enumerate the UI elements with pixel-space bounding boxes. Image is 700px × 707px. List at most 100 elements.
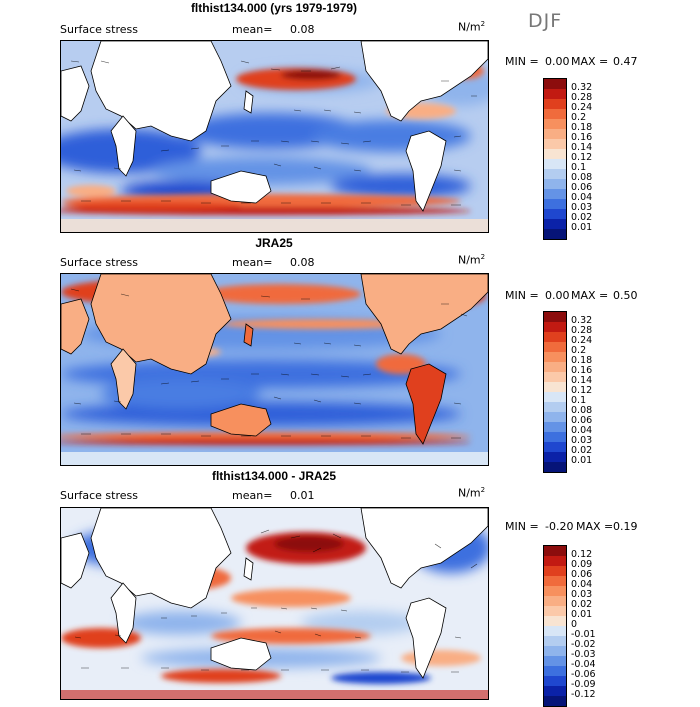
colorbar-label: 0.08 xyxy=(571,405,593,416)
panel-1-field-label: Surface stress xyxy=(60,23,138,36)
colorbar-label: 0.04 xyxy=(571,425,593,436)
colorbar-swatch xyxy=(544,362,566,372)
panel-2-title: JRA25 xyxy=(255,236,293,250)
colorbar-label: 0.02 xyxy=(571,445,593,456)
panel-2-stress-vectors xyxy=(70,288,468,439)
colorbar-label: 0.32 xyxy=(571,315,593,326)
colorbar-swatch xyxy=(544,626,566,636)
colorbar-label: 0.24 xyxy=(571,335,593,346)
colorbar-swatch xyxy=(544,99,566,109)
colorbar-label: 0.01 xyxy=(571,609,593,620)
colorbar-label: 0.09 xyxy=(571,559,593,570)
colorbar-label: 0.12 xyxy=(571,152,593,163)
colorbar-label: 0.01 xyxy=(571,222,593,233)
panel-3-field-label: Surface stress xyxy=(60,489,138,502)
panel-3-map xyxy=(60,507,489,700)
colorbar-label: 0.28 xyxy=(571,325,593,336)
panel-2-map-svg xyxy=(61,274,488,465)
panel-2-mean-label: mean= xyxy=(232,256,273,269)
colorbar-swatch xyxy=(544,209,566,219)
panel-3-max-value: 0.19 xyxy=(613,520,638,533)
colorbar-swatch xyxy=(544,149,566,159)
colorbar-swatch xyxy=(544,392,566,402)
colorbar-swatch xyxy=(544,199,566,209)
panel-3-max-label: MAX = xyxy=(576,520,614,533)
panel-1-max-value: 0.47 xyxy=(613,55,638,68)
panel-1-mean-value: 0.08 xyxy=(290,23,315,36)
colorbar-swatch xyxy=(544,656,566,666)
colorbar-label: 0.32 xyxy=(571,82,593,93)
colorbar-label: -0.04 xyxy=(571,659,596,670)
colorbar-label: 0.16 xyxy=(571,365,593,376)
colorbar-swatch xyxy=(544,372,566,382)
colorbar-label: 0.03 xyxy=(571,202,593,213)
colorbar-label: 0.12 xyxy=(571,549,593,560)
colorbar-swatch xyxy=(544,556,566,566)
panel-2-map xyxy=(60,273,489,466)
colorbar-label: 0.12 xyxy=(571,385,593,396)
panel-2-colorbar: 0.32 0.28 0.24 0.2 0.18 0.16 0.14 0.12 0.1 0.08 0.… xyxy=(543,311,592,473)
colorbar-label: 0.08 xyxy=(571,172,593,183)
colorbar-label: 0.2 xyxy=(571,345,587,356)
colorbar-swatch xyxy=(544,89,566,99)
panel-3-min-value: -0.20 xyxy=(545,520,574,533)
colorbar-swatch xyxy=(544,576,566,586)
panel-1-unit: N/m2 xyxy=(458,20,486,34)
panel-3-map-svg xyxy=(61,508,488,699)
colorbar-swatch xyxy=(544,566,566,576)
colorbar-label: -0.09 xyxy=(571,679,596,690)
colorbar-label: 0.1 xyxy=(571,395,587,406)
colorbar-label: 0.06 xyxy=(571,182,593,193)
colorbar-swatch xyxy=(544,646,566,656)
panel-3-title: flthist134.000 - JRA25 xyxy=(211,469,337,483)
colorbar-swatch xyxy=(544,179,566,189)
season-label: DJF xyxy=(528,10,563,32)
colorbar-label: 0.2 xyxy=(571,112,587,123)
panel-3-min-label: MIN = xyxy=(505,520,539,533)
colorbar-swatch xyxy=(544,189,566,199)
colorbar-label: 0.03 xyxy=(571,589,593,600)
colorbar-swatch xyxy=(544,616,566,626)
colorbar-label: -0.02 xyxy=(571,639,596,650)
colorbar-swatch xyxy=(544,219,566,229)
panel-1-mean-label: mean= xyxy=(232,23,273,36)
panel-1-map-svg xyxy=(61,41,488,232)
colorbar-swatch xyxy=(544,412,566,422)
colorbar-swatch xyxy=(544,109,566,119)
colorbar-swatch xyxy=(544,382,566,392)
colorbar-swatch xyxy=(544,452,566,462)
panel-1-max-label: MAX = xyxy=(571,55,609,68)
colorbar-label: 0.28 xyxy=(571,92,593,103)
colorbar-label: 0.14 xyxy=(571,375,593,386)
colorbar-swatch xyxy=(544,696,566,706)
colorbar-swatch xyxy=(544,129,566,139)
colorbar-label: -0.01 xyxy=(571,629,596,640)
panel-1-min-value: 0.00 xyxy=(545,55,570,68)
colorbar-label: 0.1 xyxy=(571,162,587,173)
colorbar-swatch xyxy=(544,606,566,616)
panel-2-max-label: MAX = xyxy=(571,289,609,302)
colorbar-swatch xyxy=(544,119,566,129)
panel-3-mean-label: mean= xyxy=(232,489,273,502)
panel-3-colorbar: 0.12 0.09 0.06 0.04 0.03 0.02 0.01 0 -0.01 -0.02-… xyxy=(543,545,596,707)
colorbar-label: 0.18 xyxy=(571,355,593,366)
colorbar-swatch xyxy=(544,352,566,362)
panel-1-colorbar: 0.32 0.28 0.24 0.2 0.18 0.16 0.14 0.12 0.1 0.08 0.… xyxy=(543,78,592,240)
panel-1-stress-vectors xyxy=(70,60,477,206)
colorbar-label: 0.04 xyxy=(571,192,593,203)
colorbar-label: 0.14 xyxy=(571,142,593,153)
colorbar-swatch xyxy=(544,139,566,149)
colorbar-label: -0.12 xyxy=(571,689,596,700)
panel-3-stress-vectors xyxy=(74,529,478,673)
colorbar-label: 0.01 xyxy=(571,455,593,466)
colorbar-swatch xyxy=(544,79,566,89)
colorbar-swatch xyxy=(544,229,566,239)
colorbar-label: 0.06 xyxy=(571,415,593,426)
colorbar-swatch xyxy=(544,546,566,556)
colorbar-swatch xyxy=(544,342,566,352)
colorbar-swatch xyxy=(544,586,566,596)
colorbar-swatch xyxy=(544,596,566,606)
panel-2-min-label: MIN = xyxy=(505,289,539,302)
colorbar-label: 0.06 xyxy=(571,569,593,580)
panel-2-field-label: Surface stress xyxy=(60,256,138,269)
